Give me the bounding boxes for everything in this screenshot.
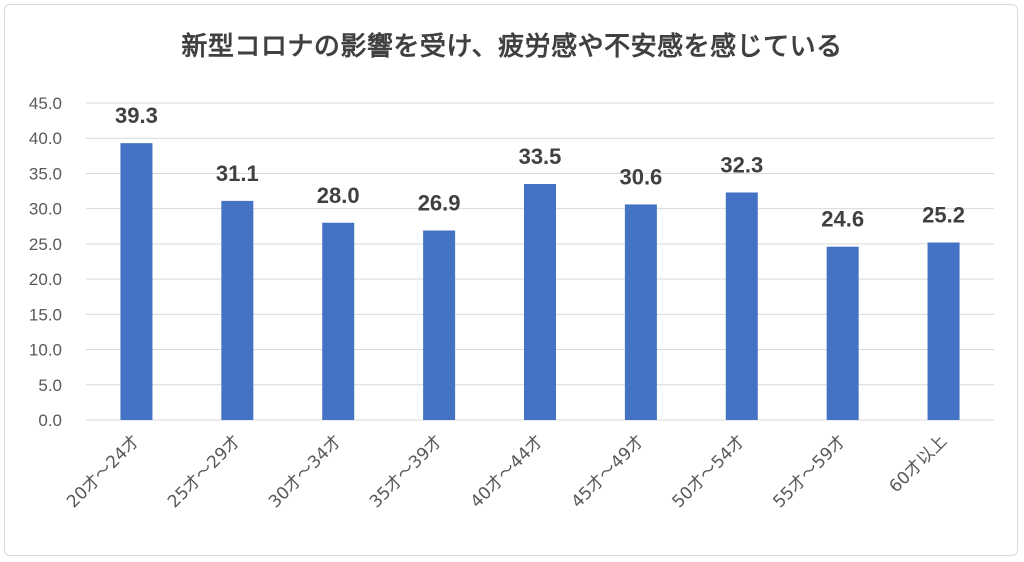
data-label: 26.9 <box>418 191 461 216</box>
y-tick-label: 40.0 <box>29 129 62 148</box>
bar <box>322 222 355 420</box>
bar <box>624 204 657 420</box>
bar <box>120 143 153 421</box>
y-tick-label: 45.0 <box>29 94 62 113</box>
data-label: 30.6 <box>619 164 662 189</box>
x-category-label: 60才以上 <box>886 431 952 497</box>
data-label: 31.1 <box>216 161 259 186</box>
x-category-label: 25才～29才 <box>164 431 245 512</box>
x-category-label: 50才～54才 <box>669 431 750 512</box>
data-labels: 39.3 31.1 28.0 26.9 33.5 30.6 32.3 24.6 25.2 <box>115 103 965 232</box>
data-label: 39.3 <box>115 103 158 128</box>
bar <box>423 230 456 420</box>
chart-title: 新型コロナの影響を受け、疲労感や不安感を感じている <box>181 32 843 62</box>
bar <box>725 192 758 420</box>
bar <box>826 246 859 420</box>
x-category-label: 40才～44才 <box>467 431 548 512</box>
x-category-label: 35才～39才 <box>366 431 447 512</box>
x-axis-categories: 20才～24才 25才～29才 30才～34才 35才～39才 40才～44才 45才～4… <box>63 431 951 512</box>
y-tick-label: 20.0 <box>29 270 62 289</box>
bar-series <box>120 143 960 421</box>
y-tick-label: 15.0 <box>29 305 62 324</box>
x-category-label: 55才～59才 <box>769 431 850 512</box>
bar <box>524 184 556 420</box>
bar <box>927 242 960 420</box>
y-tick-label: 10.0 <box>29 341 62 360</box>
y-tick-label: 25.0 <box>29 235 62 254</box>
bar <box>221 200 254 420</box>
data-label: 24.6 <box>821 207 864 232</box>
data-label: 28.0 <box>317 183 360 208</box>
x-category-label: 45才～49才 <box>568 431 649 512</box>
data-label: 33.5 <box>519 144 562 169</box>
y-axis-ticks: 0.0 5.0 10.0 15.0 20.0 25.0 30.0 35.0 40.0 45.0 <box>29 94 62 430</box>
x-category-label: 30才～34才 <box>265 431 346 512</box>
y-tick-label: 30.0 <box>29 200 62 219</box>
x-category-label: 20才～24才 <box>63 431 144 512</box>
data-label: 32.3 <box>720 152 763 177</box>
y-tick-label: 5.0 <box>38 376 62 395</box>
y-tick-label: 35.0 <box>29 164 62 183</box>
y-tick-label: 0.0 <box>38 411 62 430</box>
data-label: 25.2 <box>922 202 965 227</box>
